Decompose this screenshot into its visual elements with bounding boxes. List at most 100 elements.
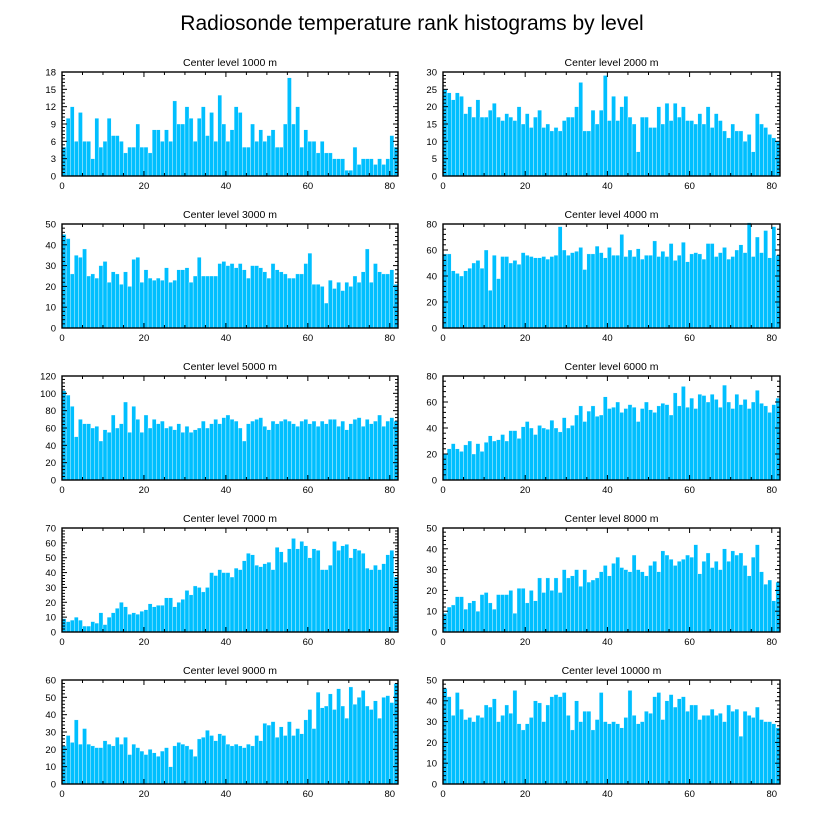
histogram-bar: [475, 99, 481, 177]
histogram-bar: [471, 262, 477, 329]
histogram-bar: [213, 275, 218, 329]
histogram-bar: [176, 269, 182, 329]
histogram-bar: [147, 152, 153, 177]
histogram-bar: [508, 116, 514, 177]
histogram-bar: [525, 255, 530, 329]
histogram-bar: [90, 158, 95, 177]
histogram-bar: [771, 404, 777, 481]
histogram-bar: [217, 263, 222, 329]
histogram-bar: [201, 106, 206, 177]
panel-1: Center level 1000 m 0 20 40 60 80 0 3 6 9 12 15 18: [45, 57, 399, 192]
histogram-bar: [192, 585, 198, 633]
histogram-bar: [451, 270, 456, 329]
histogram-bar: [225, 572, 231, 633]
x-tick-label: 20: [139, 333, 150, 344]
histogram-bar: [529, 717, 534, 785]
x-tick-label: 80: [385, 181, 396, 192]
histogram-bar: [283, 273, 288, 329]
histogram-bar: [311, 548, 317, 633]
x-tick-label: 0: [440, 181, 445, 192]
histogram-bar: [360, 271, 366, 329]
histogram-bar: [299, 146, 304, 177]
histogram-bar: [369, 709, 374, 785]
histogram-bar: [508, 262, 514, 329]
histogram-bar: [90, 621, 95, 633]
y-tick-label: 60: [426, 246, 437, 257]
histogram-bar: [90, 745, 95, 785]
y-tick-label: 40: [45, 568, 56, 579]
histogram-bar: [607, 575, 612, 633]
histogram-bar: [90, 427, 95, 481]
histogram-bar: [553, 577, 559, 633]
y-tick-label: 50: [426, 524, 437, 535]
histogram-bar: [291, 423, 296, 481]
histogram-bar: [759, 571, 764, 633]
histogram-bar: [615, 120, 620, 177]
panel-6: Center level 6000 m 0 20 40 60 80 0 20 40 60 80: [426, 361, 781, 496]
histogram-bar: [238, 427, 243, 481]
y-tick-label: 30: [426, 68, 437, 79]
histogram-bar: [635, 248, 641, 329]
histogram-bar: [771, 226, 777, 329]
histogram-bar: [467, 717, 472, 785]
x-tick-label: 40: [221, 333, 232, 344]
histogram-bar: [574, 569, 579, 633]
histogram-bar: [549, 130, 555, 177]
histogram-bar: [295, 273, 300, 329]
histogram-bar: [238, 112, 243, 177]
histogram-bar: [106, 118, 112, 177]
histogram-bar: [238, 569, 243, 633]
histogram-bar: [106, 282, 112, 329]
y-tick-label: 10: [45, 303, 56, 314]
histogram-bar: [578, 586, 583, 633]
histogram-bar: [586, 581, 592, 633]
histogram-bar: [685, 407, 690, 481]
histogram-bar: [656, 405, 661, 481]
histogram-bar: [197, 257, 202, 329]
x-tick-label: 0: [440, 637, 445, 648]
histogram-bar: [730, 123, 735, 177]
histogram-bar: [652, 696, 657, 785]
y-tick-label: 18: [45, 68, 56, 79]
histogram-bar: [233, 106, 239, 177]
histogram-bar: [78, 619, 83, 633]
x-tick-label: 80: [766, 485, 777, 496]
histogram-bar: [451, 715, 456, 785]
histogram-bar: [348, 423, 354, 481]
histogram-bar: [455, 448, 460, 481]
panel-7: Center level 7000 m 0 20 40 60 80 0 10 20 30 40 50 6…: [45, 513, 399, 648]
histogram-bar: [672, 392, 678, 481]
histogram-bar: [759, 403, 764, 481]
histogram-bar: [94, 747, 100, 785]
histogram-bar: [164, 427, 169, 481]
histogram-bar: [623, 408, 629, 481]
histogram-bar: [319, 286, 325, 329]
histogram-bar: [94, 622, 100, 633]
histogram-bar: [566, 427, 571, 481]
histogram-bar: [525, 723, 530, 785]
histogram-bar: [566, 715, 571, 785]
histogram-bar: [131, 406, 136, 481]
histogram-bar: [767, 257, 772, 329]
histogram-bar: [360, 426, 366, 481]
histogram-bar: [525, 421, 530, 481]
histogram-bar: [525, 113, 530, 177]
histogram-bar: [360, 690, 366, 785]
histogram-bar: [607, 723, 612, 785]
histogram-bar: [726, 401, 731, 481]
x-tick-label: 0: [440, 789, 445, 800]
histogram-bar: [615, 401, 620, 481]
histogram-bar: [201, 737, 206, 785]
histogram-bar: [291, 123, 296, 177]
histogram-bar: [709, 394, 715, 481]
y-tick-label: 20: [426, 298, 437, 309]
histogram-bar: [767, 721, 772, 785]
histogram-bar: [722, 247, 727, 329]
histogram-bar: [307, 557, 313, 633]
histogram-bar: [65, 118, 71, 177]
histogram-bar: [197, 587, 202, 633]
histogram-bar: [311, 141, 317, 177]
histogram-bar: [553, 427, 559, 481]
histogram-bar: [611, 721, 616, 785]
histogram-bar: [262, 271, 268, 329]
